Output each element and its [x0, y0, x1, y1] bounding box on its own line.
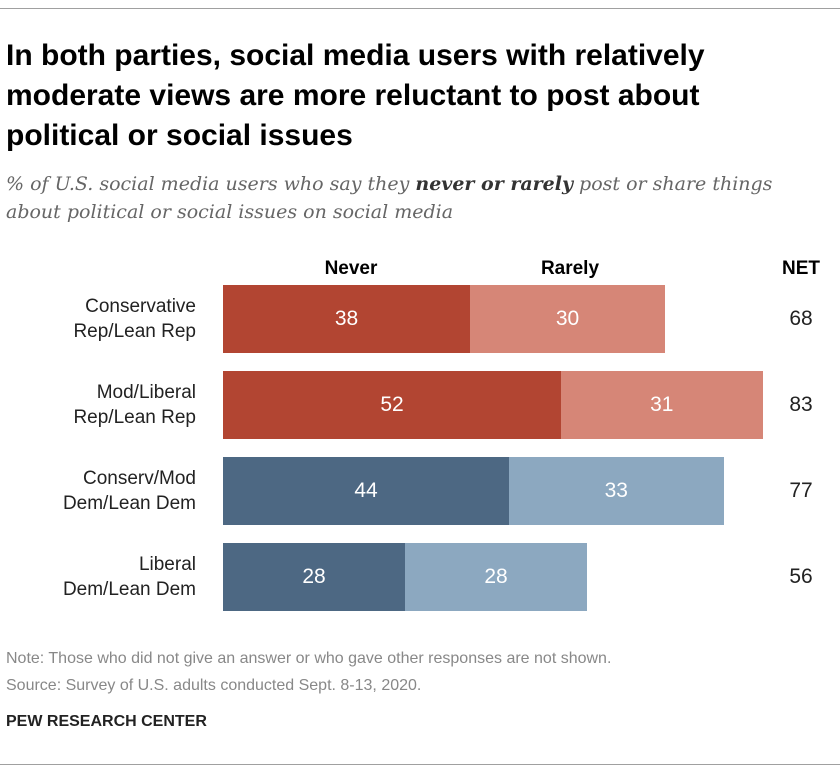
chart-title: In both parties, social media users with… [6, 39, 705, 152]
row-label-line: Conserv/Mod [83, 468, 196, 489]
legend-never: Never [324, 258, 378, 279]
data-label: 28 [484, 565, 508, 588]
note: Note: Those who did not give an answer o… [6, 650, 612, 667]
bar-rarely: 30 [470, 285, 665, 353]
top-rule [0, 8, 840, 9]
bar-rarely: 31 [561, 371, 763, 439]
row-label-line: Rep/Lean Rep [73, 407, 196, 428]
row-label: Liberal Dem/Lean Dem [0, 552, 196, 602]
row-label: Conserv/Mod Dem/Lean Dem [0, 466, 196, 516]
row-label-line: Conservative [85, 296, 196, 317]
bottom-rule [0, 764, 840, 765]
row-label-line: Liberal [138, 554, 196, 575]
subtitle-bold: never or rarely [415, 173, 574, 195]
net-value: 68 [789, 307, 813, 330]
subtitle-pre: % of U.S. social media users who say the… [6, 173, 416, 195]
net-value: 83 [789, 393, 813, 416]
row-label-line: Mod/Liberal [96, 382, 196, 403]
data-label: 31 [650, 393, 674, 416]
source: Source: Survey of U.S. adults conducted … [6, 677, 422, 694]
row-label: Conservative Rep/Lean Rep [0, 294, 196, 344]
data-label: 38 [334, 307, 359, 330]
bar-never: 52 [223, 371, 561, 439]
legend-rarely: Rarely [540, 258, 600, 279]
bar-rarely: 33 [509, 457, 724, 525]
subtitle-post: post or share things about political or … [6, 173, 773, 223]
data-label: 33 [604, 479, 628, 502]
data-label: 52 [380, 393, 404, 416]
bar-never: 44 [223, 457, 509, 525]
row-label-line: Rep/Lean Rep [73, 321, 196, 342]
brand: PEW RESEARCH CENTER [6, 713, 207, 730]
chart-subtitle: % of U.S. social media users who say the… [6, 170, 826, 226]
bar-never: 38 [223, 285, 470, 353]
net-value: 56 [789, 565, 813, 588]
row-label-line: Dem/Lean Dem [62, 493, 196, 514]
bar-never: 28 [223, 543, 405, 611]
bar-rarely: 28 [405, 543, 587, 611]
row-label-line: Dem/Lean Dem [62, 579, 196, 600]
net-value: 77 [789, 479, 813, 502]
row-label: Mod/Liberal Rep/Lean Rep [0, 380, 196, 430]
net-header: NET [782, 258, 820, 279]
data-label: 44 [354, 479, 378, 502]
data-label: 30 [555, 307, 580, 330]
data-label: 28 [302, 565, 326, 588]
